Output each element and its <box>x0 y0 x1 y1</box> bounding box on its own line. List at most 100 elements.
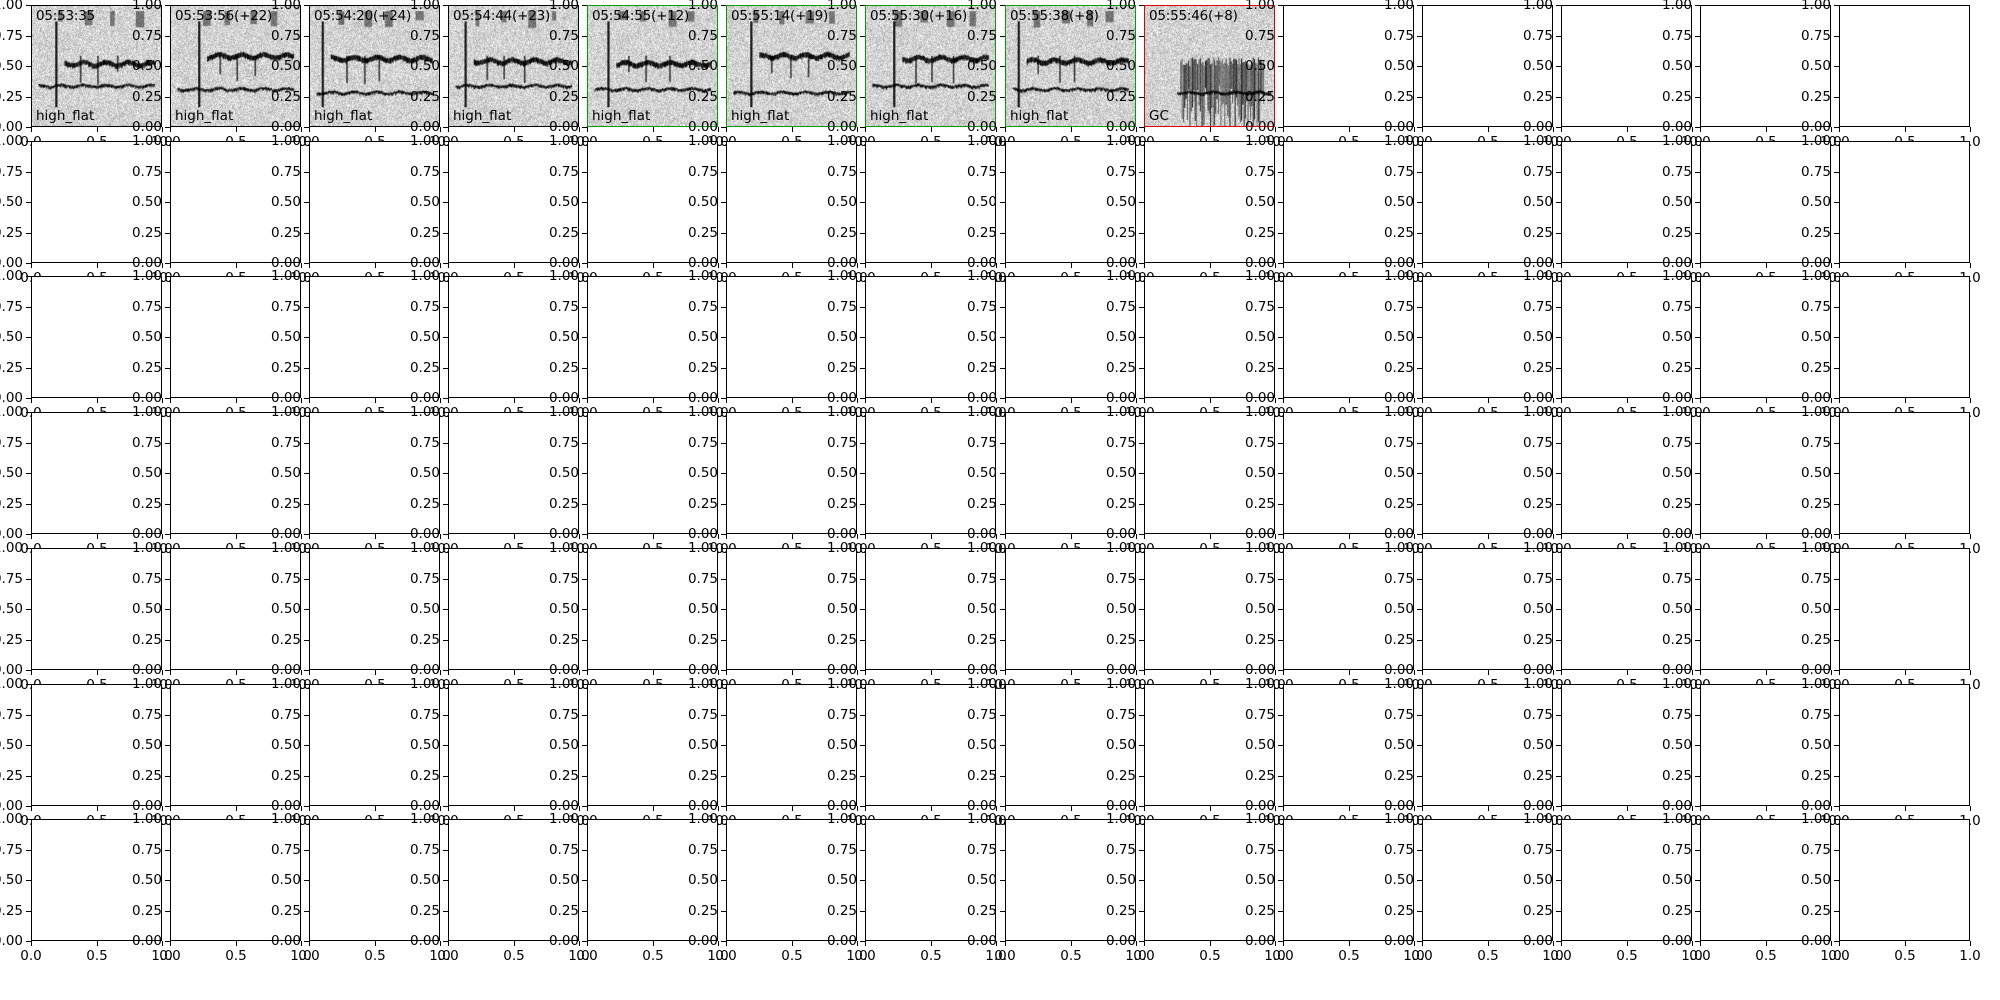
x-tick-mark <box>792 670 793 675</box>
y-tick-label: 0.50 <box>270 194 301 210</box>
y-tick-mark <box>582 263 587 264</box>
y-tick-label: 0.50 <box>826 872 857 888</box>
x-tick-mark <box>996 398 997 403</box>
y-tick-label: 0.25 <box>1383 360 1414 376</box>
y-tick-mark <box>860 141 865 142</box>
x-tick-mark <box>1071 534 1072 539</box>
y-tick-label: 0.75 <box>548 842 579 858</box>
y-tick-mark <box>1417 127 1422 128</box>
y-tick-label: 0.75 <box>1800 164 1831 180</box>
y-tick-label: 0.25 <box>687 360 718 376</box>
empty-axes-panel <box>1561 276 1692 398</box>
y-tick-mark <box>165 337 170 338</box>
panel-timestamp-title: 05:54:55(+12) <box>592 8 690 24</box>
y-tick-label: 1.00 <box>1661 0 1692 13</box>
spectrogram-panel[interactable]: 05:54:55(+12) high_flat <box>587 5 718 127</box>
spectrogram-panel[interactable]: 05:55:46(+8) GC <box>1144 5 1275 127</box>
y-tick-label: 0.50 <box>0 872 23 888</box>
y-tick-label: 0.75 <box>1522 28 1553 44</box>
y-tick-label: 0.00 <box>548 255 579 271</box>
y-tick-mark <box>1695 202 1700 203</box>
y-tick-mark <box>1695 850 1700 851</box>
x-tick-mark <box>653 941 654 946</box>
x-tick-label: 0.5 <box>1755 948 1777 964</box>
x-tick-label: 0.0 <box>576 948 598 964</box>
x-tick-mark <box>1627 534 1628 539</box>
y-tick-mark <box>1000 548 1005 549</box>
y-tick-mark <box>1417 715 1422 716</box>
x-tick-mark <box>448 941 449 946</box>
y-tick-mark <box>1139 684 1144 685</box>
x-tick-mark <box>1275 534 1276 539</box>
x-tick-mark <box>1692 398 1693 403</box>
y-tick-label: 0.75 <box>1661 435 1692 451</box>
y-tick-label: 1.00 <box>966 676 997 692</box>
x-tick-label: 0.0 <box>1272 948 1294 964</box>
spectrogram-panel[interactable]: 05:54:20(+24) high_flat <box>309 5 440 127</box>
y-tick-mark <box>1278 172 1283 173</box>
y-tick-mark <box>443 745 448 746</box>
y-tick-mark <box>860 127 865 128</box>
y-tick-label: 0.25 <box>409 768 440 784</box>
x-tick-mark <box>1692 806 1693 811</box>
y-tick-label: 0.25 <box>966 225 997 241</box>
y-tick-mark <box>721 412 726 413</box>
spectrogram-panel[interactable]: 05:54:44(+23) high_flat <box>448 5 579 127</box>
x-tick-mark <box>1144 941 1145 946</box>
spectrogram-panel[interactable]: 05:55:38(+8) high_flat <box>1005 5 1136 127</box>
x-tick-label: 0.5 <box>920 948 942 964</box>
y-tick-mark <box>443 172 448 173</box>
empty-axes-panel <box>1005 684 1136 806</box>
y-tick-mark <box>304 534 309 535</box>
x-tick-mark <box>236 670 237 675</box>
x-tick-mark <box>792 534 793 539</box>
x-tick-mark <box>309 534 310 539</box>
y-tick-mark <box>26 911 31 912</box>
y-tick-label: 0.25 <box>826 632 857 648</box>
y-tick-label: 0.75 <box>966 28 997 44</box>
y-tick-mark <box>1000 5 1005 6</box>
y-tick-mark <box>1695 880 1700 881</box>
x-tick-mark <box>1488 806 1489 811</box>
y-tick-label: 0.75 <box>1800 707 1831 723</box>
y-tick-mark <box>443 412 448 413</box>
y-tick-label: 0.25 <box>826 768 857 784</box>
x-tick-mark <box>162 806 163 811</box>
y-tick-mark <box>1278 398 1283 399</box>
y-tick-mark <box>1278 473 1283 474</box>
y-tick-mark <box>443 504 448 505</box>
y-tick-label: 0.75 <box>1244 299 1275 315</box>
spectrogram-panel[interactable]: 05:53:56(+22) high_flat <box>170 5 301 127</box>
y-tick-mark <box>1278 534 1283 535</box>
y-tick-mark <box>1417 398 1422 399</box>
y-tick-label: 0.00 <box>1800 662 1831 678</box>
y-tick-mark <box>1000 337 1005 338</box>
y-tick-label: 1.00 <box>1383 404 1414 420</box>
y-tick-mark <box>582 307 587 308</box>
x-tick-mark <box>1766 806 1767 811</box>
y-tick-label: 0.00 <box>270 933 301 949</box>
spectrogram-panel[interactable]: 05:53:35 high_flat <box>31 5 162 127</box>
y-tick-label: 0.75 <box>1105 842 1136 858</box>
spectrogram-panel[interactable]: 05:55:30(+16) high_flat <box>865 5 996 127</box>
y-tick-mark <box>1278 941 1283 942</box>
spectrogram-panel[interactable]: 05:55:14(+19) high_flat <box>726 5 857 127</box>
y-tick-label: 1.00 <box>826 404 857 420</box>
panel-timestamp-title: 05:54:44(+23) <box>453 8 551 24</box>
y-tick-mark <box>721 233 726 234</box>
empty-axes-panel <box>1700 276 1831 398</box>
x-tick-mark <box>1553 806 1554 811</box>
x-tick-mark <box>931 127 932 132</box>
x-tick-mark <box>1414 534 1415 539</box>
y-tick-mark <box>1834 263 1839 264</box>
y-tick-mark <box>721 337 726 338</box>
y-tick-mark <box>860 337 865 338</box>
y-tick-mark <box>165 202 170 203</box>
y-tick-label: 0.00 <box>1244 390 1275 406</box>
empty-axes-panel <box>31 684 162 806</box>
y-tick-mark <box>304 307 309 308</box>
empty-axes-panel <box>448 412 579 534</box>
y-tick-mark <box>1695 819 1700 820</box>
y-tick-mark <box>721 579 726 580</box>
x-tick-mark <box>162 263 163 268</box>
